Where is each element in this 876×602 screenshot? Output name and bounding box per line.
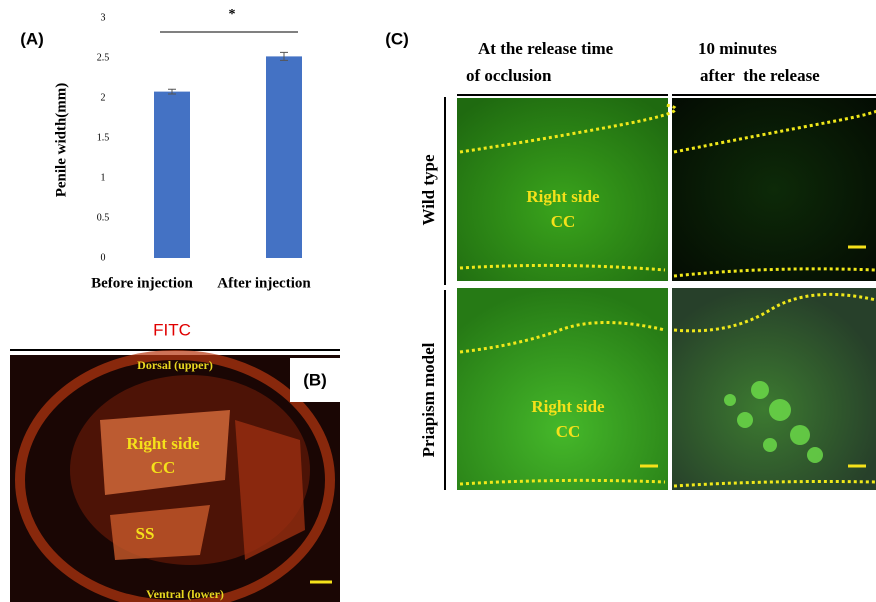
region-label: SS [136,524,155,543]
panel-label: (B) [303,370,327,389]
y-tick-label: 2 [101,92,106,103]
panel-label: (C) [385,29,409,48]
y-tick-label: 0 [101,252,106,263]
region-label: Right side [526,187,600,206]
region-label: CC [556,422,581,441]
bar [266,56,302,258]
column-header: At the release time [478,39,614,58]
micrograph [672,288,876,490]
y-axis-label: Penile width(mm) [53,83,69,198]
panel-title: FITC [153,320,191,339]
column-header: of occlusion [466,66,552,85]
y-tick-label: 2.5 [97,52,110,63]
orientation-label: Dorsal (upper) [137,358,213,372]
micrograph [457,288,668,490]
region-label: CC [151,458,176,477]
region-label: Right side [531,397,605,416]
region-label: Right side [126,434,200,453]
y-tick-label: 0.5 [97,212,110,223]
column-header: 10 minutes [698,39,777,58]
y-tick-label: 3 [101,12,106,23]
y-tick-label: 1 [101,172,106,183]
row-label: Priapism model [419,342,438,457]
significance-marker: * [229,7,236,22]
figure: (A) Penile width(mm) 0 0.5 1 1.5 2 2.5 3 Before… [0,0,876,602]
panel-label: (A) [20,29,44,48]
y-tick-label: 1.5 [97,132,110,143]
micrograph [672,98,876,281]
column-header: after the release [700,66,820,85]
row-label: Wild type [419,154,438,225]
region-label: CC [551,212,576,231]
bar-chart: 0 0.5 1 1.5 2 2.5 3 Before injection After injec… [91,7,311,291]
orientation-label: Ventral (lower) [146,587,224,601]
x-tick-label: Before injection [91,275,193,291]
bar [154,92,190,258]
x-tick-label: After injection [217,275,311,291]
